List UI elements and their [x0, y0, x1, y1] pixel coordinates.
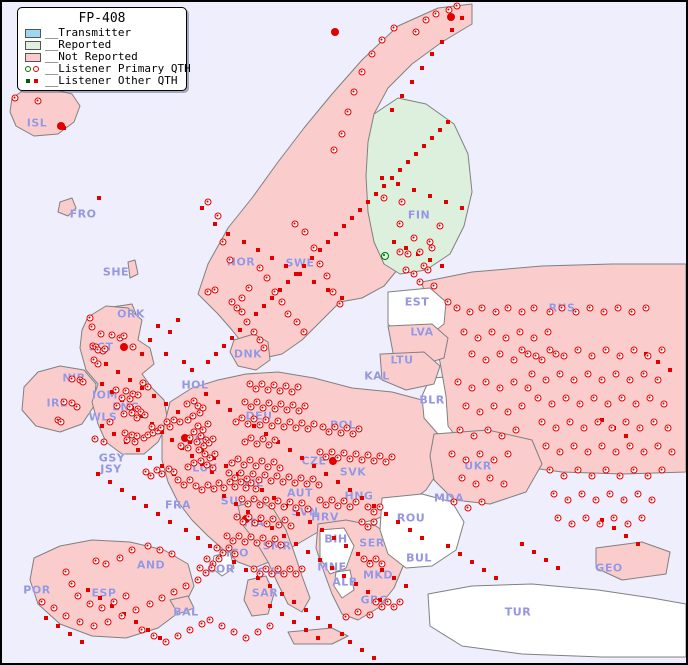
legend-rows: __Transmitter __Reported __Not Reported __L… [22, 27, 191, 87]
legend-symbol-square-pair [25, 77, 41, 86]
country-rou-bul [379, 493, 465, 569]
legend-title: FP-408 [78, 11, 126, 26]
legend-row-4: __Listener Other QTH [22, 75, 182, 87]
legend-swatch-1 [25, 40, 41, 50]
legend-swatch-0 [25, 28, 41, 38]
legend-label-4: __Listener Other QTH [45, 74, 178, 87]
legend-row-1: __Reported [22, 39, 182, 51]
country-tur [427, 583, 686, 658]
country-she [127, 259, 139, 279]
country-fin [365, 97, 473, 275]
legend-row-2: __Not Reported [22, 51, 182, 63]
legend-box[interactable]: FP-408 __Transmitter __Reported __Not Repo… [17, 7, 191, 91]
legend-row-3: __Listener Primary QTH [22, 63, 191, 75]
country-geo [595, 541, 671, 581]
legend-label-1: __Reported [45, 38, 112, 51]
legend-row-0: __Transmitter [22, 27, 182, 39]
island-sar [243, 575, 275, 617]
legend-swatch-2 [25, 52, 41, 62]
island-bal [169, 595, 195, 615]
legend-label-3: __Listener Primary QTH [45, 62, 191, 75]
legend-label-2: __Not Reported [45, 50, 138, 63]
country-ltu [379, 351, 441, 391]
legend-symbol-circle-pair [25, 65, 41, 74]
country-alb [333, 569, 355, 599]
legend-label-0: __Transmitter [45, 26, 132, 39]
country-fro [57, 197, 77, 217]
country-ukr [429, 429, 543, 505]
country-rus [421, 263, 686, 475]
